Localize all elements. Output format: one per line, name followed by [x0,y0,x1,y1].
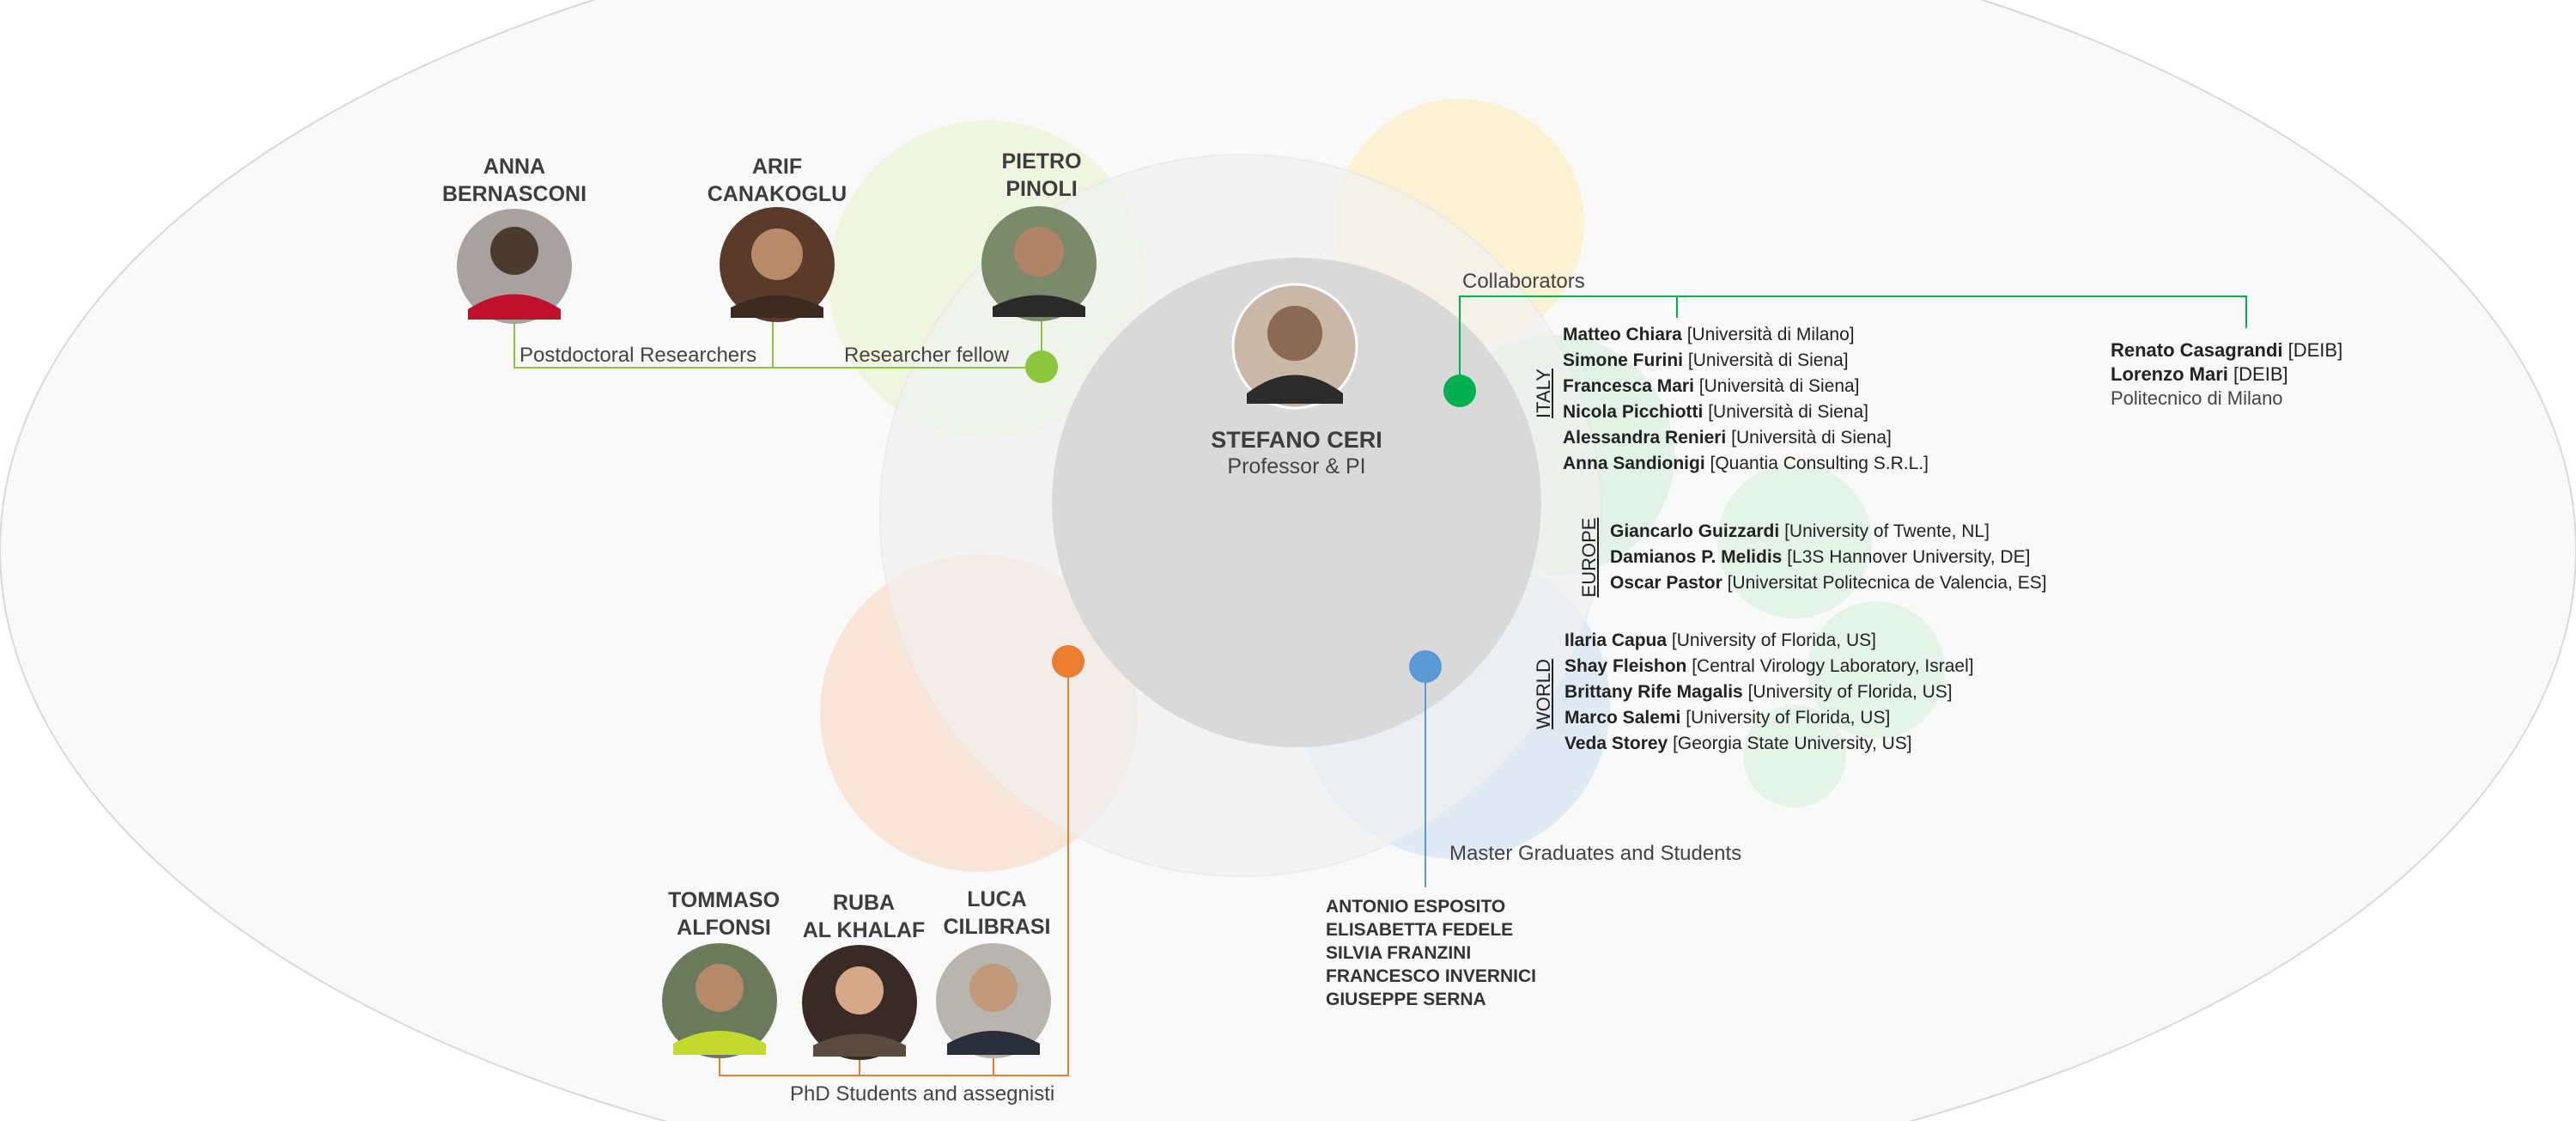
collab-member: Marco Salemi [University of Florida, US] [1564,708,1891,728]
collab-member: Damianos P. Melidis [L3S Hannover Univer… [1610,547,2031,567]
person-name-arif-canakoglu: ARIF CANAKOGLU [707,155,848,206]
master-name: ELISABETTA FEDELE [1326,920,1514,940]
phd-connector [719,661,1069,1076]
collab-member: Giancarlo Guizzardi [University of Twent… [1610,521,1990,541]
postdoc-dot [1025,350,1058,383]
pi-circle [1052,258,1541,747]
master-group-label: Master Graduates and Students [1449,842,1742,865]
phd-group-label: PhD Students and assegnisti [790,1082,1055,1106]
collab-member: Veda Storey [Georgia State University, U… [1564,734,1912,753]
collab-member: Oscar Pastor [Universitat Politecnica de… [1610,573,2047,593]
master-name: GIUSEPPE SERNA [1326,990,1486,1009]
collab-green-blob-4 [1743,704,1846,807]
collab-member: Lorenzo Mari [DEIB] [2111,363,2288,385]
collab-green-blob-3 [1807,601,1945,739]
avatar-luca-cilibrasi [936,943,1051,1058]
region-label-world: WORLD [1533,659,1554,729]
person-name-tommaso-alfonsi: TOMMASO ALFONSI [667,888,781,940]
master-name: ANTONIO ESPOSITO [1326,897,1506,917]
fellow-group-label: Researcher fellow [844,344,1010,367]
collab-member: Ilaria Capua [University of Florida, US] [1564,631,1876,650]
master-name: SILVIA FRANZINI [1326,943,1472,963]
phd-dot [1052,645,1084,678]
person-name-anna-bernasconi: ANNA BERNASCONI [441,155,587,206]
postdoc-group-label: Postdoctoral Researchers [519,344,757,367]
collab-list-italy: Matteo Chiara [Università di Milano] Sim… [1563,322,1929,477]
master-dot [1409,650,1442,683]
collab-member: Alessandra Renieri [Università di Siena] [1563,428,1892,448]
person-name-luca-cilibrasi: LUCA CILIBRASI [943,887,1051,939]
collab-member: Anna Sandionigi [Quantia Consulting S.R.… [1563,454,1929,473]
collab-member: Renato Casagrandi [DEIB] [2111,339,2343,361]
collab-member: Brittany Rife Magalis [University of Flo… [1564,682,1953,702]
collab-institution: Politecnico di Milano [2111,387,2283,409]
collab-member: Matteo Chiara [Università di Milano] [1563,325,1855,344]
avatar-ruba-al-khalaf [802,945,917,1060]
collab-list-polimi: Renato Casagrandi [DEIB] Lorenzo Mari [D… [2111,338,2342,411]
avatar-arif-canakoglu [720,207,835,322]
collab-list-europe: Giancarlo Guizzardi [University of Twent… [1610,519,2047,596]
collab-dot [1443,375,1476,407]
pi-name: STEFANO CERI [1211,427,1382,453]
master-list: ANTONIO ESPOSITO ELISABETTA FEDELE SILVI… [1326,895,1536,1011]
pi-role: Professor & PI [1227,454,1366,478]
avatar-tommaso-alfonsi [662,943,777,1058]
collab-member: Simone Furini [Università di Siena] [1563,350,1849,370]
region-label-europe: EUROPE [1578,517,1600,598]
master-name: FRANCESCO INVERNICI [1326,966,1537,986]
avatar-pietro-pinoli [981,206,1097,321]
collab-green-blob-2 [1717,464,1872,618]
region-label-italy: ITALY [1533,369,1554,418]
collab-group-label: Collaborators [1462,270,1585,293]
collab-list-world: Ilaria Capua [University of Florida, US]… [1564,628,1974,757]
collab-member: Shay Fleishon [Central Virology Laborato… [1564,656,1974,676]
avatar-anna-bernasconi [457,209,572,324]
collab-member: Francesca Mari [Università di Siena] [1563,376,1860,396]
postdoc-connector [513,320,1042,369]
person-name-pietro-pinoli: PIETRO PINOLI [1001,149,1082,201]
collab-connector [1459,295,2247,391]
collab-member: Nicola Picchiotti [Università di Siena] [1563,402,1868,422]
avatar-pi [1231,283,1358,410]
person-name-ruba-al-khalaf: RUBA AL KHALAF [802,891,926,942]
